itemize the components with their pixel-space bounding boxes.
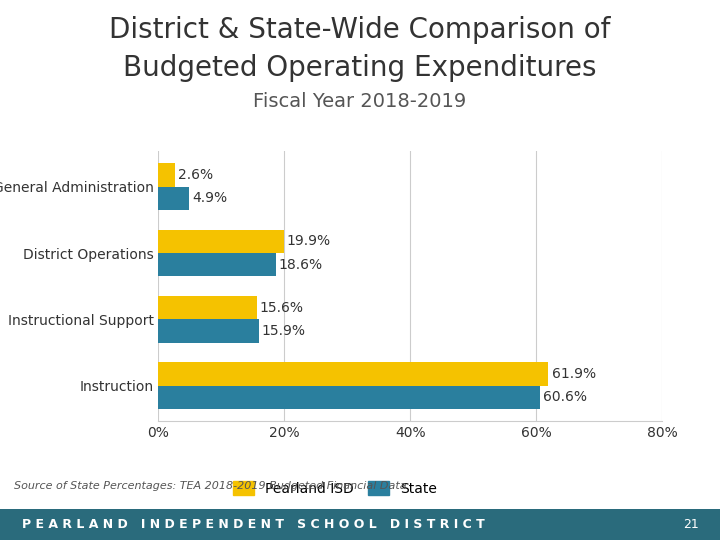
Text: Source of State Percentages: TEA 2018-2019 Budgeted Financial Data: Source of State Percentages: TEA 2018-20… <box>14 481 407 491</box>
Text: 15.9%: 15.9% <box>262 324 306 338</box>
Bar <box>158 187 189 210</box>
Text: Fiscal Year 2018-2019: Fiscal Year 2018-2019 <box>253 92 467 111</box>
Bar <box>158 253 276 276</box>
Text: District & State-Wide Comparison of: District & State-Wide Comparison of <box>109 16 611 44</box>
Bar <box>158 362 549 386</box>
Text: 2.6%: 2.6% <box>178 168 213 182</box>
Text: 21: 21 <box>683 518 698 531</box>
Text: 19.9%: 19.9% <box>287 234 331 248</box>
Legend: Pearland ISD, State: Pearland ISD, State <box>226 474 444 503</box>
Text: 60.6%: 60.6% <box>544 390 588 404</box>
Bar <box>158 296 257 319</box>
Text: 18.6%: 18.6% <box>279 258 323 272</box>
Text: P E A R L A N D   I N D E P E N D E N T   S C H O O L   D I S T R I C T: P E A R L A N D I N D E P E N D E N T S … <box>22 518 485 531</box>
Bar <box>158 319 258 342</box>
Text: Budgeted Operating Expenditures: Budgeted Operating Expenditures <box>123 54 597 82</box>
Text: 4.9%: 4.9% <box>192 191 228 205</box>
Bar <box>158 164 175 187</box>
Bar <box>158 386 540 409</box>
Text: 15.6%: 15.6% <box>260 301 304 315</box>
Text: 61.9%: 61.9% <box>552 367 595 381</box>
Bar <box>158 230 284 253</box>
